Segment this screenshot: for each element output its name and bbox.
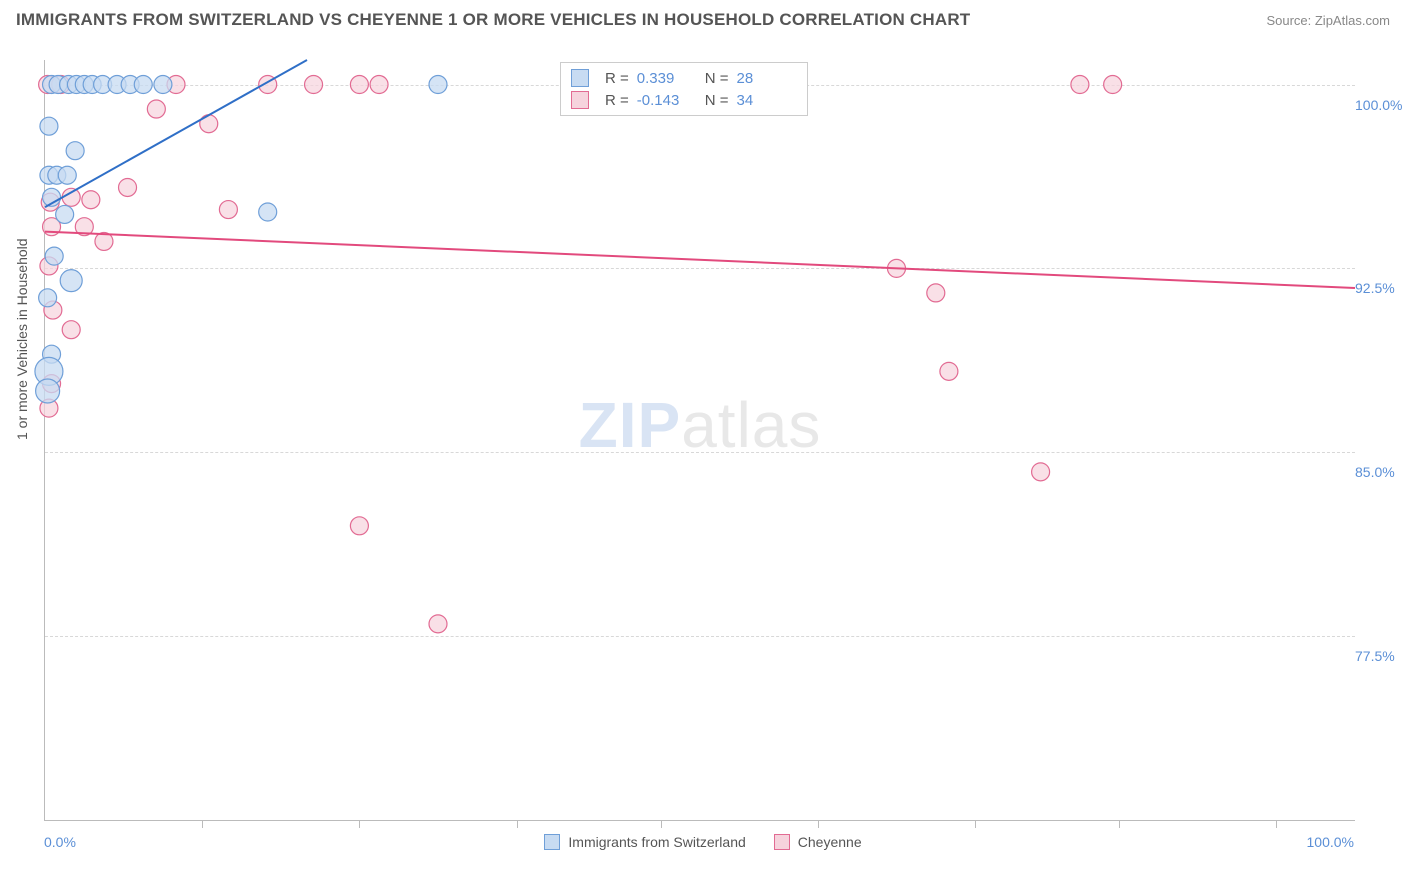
data-point [259,203,277,221]
x-axis-tick [975,820,976,828]
legend-row: R = 0.339 N = 28 [571,67,797,89]
chart-area: 100.0%92.5%85.0%77.5% ZIPatlas [44,60,1355,821]
data-point [58,166,76,184]
data-point [305,76,323,94]
data-point [119,178,137,196]
data-point [927,284,945,302]
legend-item: Immigrants from Switzerland [544,834,745,850]
legend-r-label: R = [605,70,629,87]
data-point [219,201,237,219]
scatter-plot [45,60,1355,820]
legend-label: Cheyenne [798,834,862,850]
x-axis-tick [517,820,518,828]
data-point [66,142,84,160]
data-point [1071,76,1089,94]
source-label: Source: ZipAtlas.com [1266,13,1390,28]
legend-swatch [544,834,560,850]
data-point [45,247,63,265]
legend-swatch [571,69,589,87]
legend-r-label: R = [605,92,629,109]
y-axis-tick-label: 77.5% [1349,648,1395,664]
series-legend: Immigrants from Switzerland Cheyenne [0,834,1406,853]
x-axis-tick [359,820,360,828]
data-point [370,76,388,94]
legend-n-label: N = [705,70,729,87]
data-point [154,76,172,94]
data-point [1104,76,1122,94]
x-axis-tick [1119,820,1120,828]
legend-n-label: N = [705,92,729,109]
x-axis-tick [1276,820,1277,828]
y-axis-tick-label: 100.0% [1349,97,1402,113]
legend-n-value: 28 [737,70,797,87]
legend-label: Immigrants from Switzerland [568,834,745,850]
data-point [62,188,80,206]
x-axis-tick [661,820,662,828]
data-point [429,615,447,633]
y-axis-tick-label: 85.0% [1349,464,1395,480]
legend-swatch [571,91,589,109]
legend-item: Cheyenne [774,834,862,850]
data-point [147,100,165,118]
data-point [60,270,82,292]
data-point [1032,463,1050,481]
x-axis-tick [202,820,203,828]
legend-row: R = -0.143 N = 34 [571,89,797,111]
data-point [40,117,58,135]
data-point [350,76,368,94]
title-bar: IMMIGRANTS FROM SWITZERLAND VS CHEYENNE … [0,0,1406,36]
data-point [200,115,218,133]
chart-title: IMMIGRANTS FROM SWITZERLAND VS CHEYENNE … [16,10,970,30]
data-point [350,517,368,535]
data-point [134,76,152,94]
legend-n-value: 34 [737,92,797,109]
data-point [940,362,958,380]
data-point [56,205,74,223]
data-point [62,321,80,339]
legend-r-value: -0.143 [637,92,697,109]
data-point [39,289,57,307]
legend-swatch [774,834,790,850]
data-point [82,191,100,209]
correlation-legend: R = 0.339 N = 28 R = -0.143 N = 34 [560,62,808,116]
data-point [36,379,60,403]
trend-line [45,232,1355,288]
x-axis-tick [818,820,819,828]
y-axis-tick-label: 92.5% [1349,280,1395,296]
y-axis-title: 1 or more Vehicles in Household [14,238,30,440]
legend-r-value: 0.339 [637,70,697,87]
data-point [429,76,447,94]
